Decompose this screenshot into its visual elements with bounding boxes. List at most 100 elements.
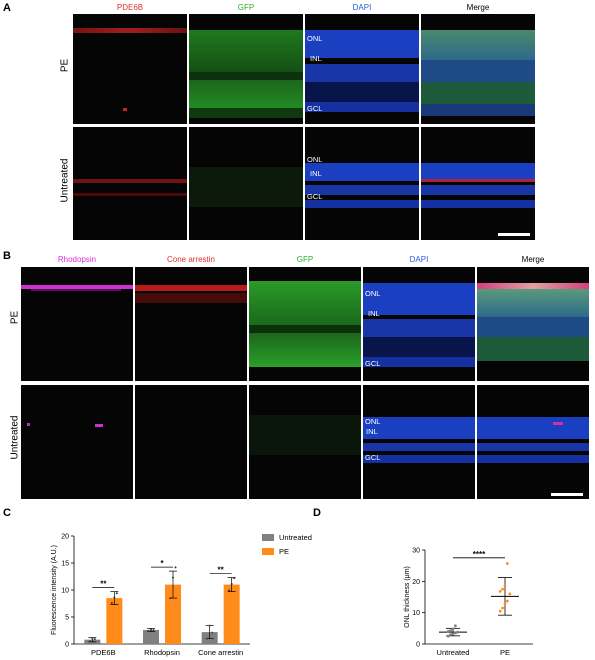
x-tick-label: PE	[500, 648, 510, 657]
y-axis-label: Fluorescence intensity (A.U.)	[51, 545, 58, 635]
data-point	[211, 631, 214, 634]
image-dapi-pe: ONL INL GCL	[305, 14, 419, 124]
layer-gcl: GCL	[307, 104, 323, 113]
row-label-untreated: Untreated	[9, 415, 21, 460]
layer-onl: ONL	[365, 417, 381, 426]
data-point	[456, 630, 460, 634]
image-cone-arrestin-pe	[135, 267, 247, 381]
data-point	[147, 630, 150, 633]
y-tick-label: 20	[412, 579, 420, 586]
image-dapi-untreated: ONL INL GCL	[305, 127, 419, 240]
data-point	[454, 631, 457, 635]
data-point	[115, 592, 118, 595]
data-point	[446, 634, 450, 638]
header-cone-arrestin: Cone arrestin	[166, 255, 216, 264]
header-gfp: GFP	[296, 255, 314, 264]
data-point	[498, 589, 502, 593]
data-point	[449, 629, 452, 632]
data-point	[208, 624, 211, 627]
data-point	[498, 609, 502, 613]
y-tick-label: 5	[65, 615, 69, 622]
data-point	[451, 632, 455, 636]
image-pde6b-untreated	[73, 127, 187, 240]
data-point	[501, 587, 504, 591]
header-pde6b: PDE6B	[116, 3, 144, 12]
panel-label-a: A	[3, 2, 11, 14]
row-label-untreated: Untreated	[59, 158, 71, 203]
bar-pe	[106, 598, 123, 644]
significance-label: ****	[473, 550, 486, 559]
image-merge-pe	[421, 14, 535, 124]
header-dapi: DAPI	[352, 3, 372, 12]
data-point	[93, 638, 96, 641]
y-tick-label: 20	[61, 534, 69, 541]
layer-inl: INL	[310, 169, 322, 178]
header-merge: Merge	[466, 3, 490, 12]
image-cone-arrestin-untreated	[135, 385, 247, 499]
data-point	[152, 628, 155, 631]
row-label-pe: PE	[59, 58, 71, 73]
image-merge-pe	[477, 267, 589, 381]
data-point	[88, 640, 91, 643]
image-dapi-untreated: ONL INL GCL	[363, 385, 475, 499]
significance-label: *	[160, 559, 164, 568]
data-point	[110, 601, 113, 604]
image-gfp-pe	[249, 267, 361, 381]
image-dapi-pe: ONL INL GCL	[363, 267, 475, 381]
image-rhodopsin-pe	[21, 267, 133, 381]
header-rhodopsin: Rhodopsin	[57, 255, 97, 264]
data-point	[501, 606, 504, 610]
layer-onl: ONL	[307, 34, 323, 43]
layer-gcl: GCL	[365, 359, 381, 368]
x-tick-label: Cone arrestin	[198, 648, 243, 657]
x-tick-label: PDE6B	[91, 648, 116, 657]
dot-plot-onl-thickness: 0 10 20 30 ONL thickness (μm) Untreated PE ****	[404, 548, 533, 657]
image-rhodopsin-untreated	[21, 385, 133, 499]
image-merge-untreated	[421, 127, 535, 240]
image-pde6b-pe	[73, 14, 187, 124]
significance-label: **	[100, 580, 107, 589]
data-point	[174, 566, 177, 569]
y-tick-label: 30	[412, 548, 420, 555]
image-merge-untreated	[477, 385, 589, 499]
data-point	[230, 583, 233, 586]
data-point	[451, 627, 455, 631]
bar-pe	[165, 584, 181, 644]
data-point	[233, 577, 236, 580]
data-point	[503, 584, 507, 588]
legend-swatch-untreated	[262, 534, 274, 541]
y-tick-label: 0	[416, 642, 420, 649]
data-point	[169, 597, 172, 600]
scale-bar	[498, 233, 530, 236]
image-gfp-untreated	[189, 127, 303, 240]
data-point	[454, 624, 457, 628]
data-point	[228, 589, 231, 592]
layer-gcl: GCL	[307, 192, 323, 201]
data-point	[503, 602, 507, 606]
x-tick-label: Untreated	[437, 648, 470, 657]
panel-label-b: B	[3, 250, 11, 262]
y-tick-label: 10	[412, 610, 420, 617]
panel-label-c: C	[3, 507, 11, 519]
significance-label: **	[218, 566, 225, 575]
scale-bar	[551, 493, 583, 496]
layer-onl: ONL	[307, 155, 323, 164]
layer-inl: INL	[368, 309, 380, 318]
data-point	[506, 562, 509, 565]
y-tick-label: 15	[61, 561, 69, 568]
legend-swatch-pe	[262, 548, 274, 555]
layer-inl: INL	[366, 427, 378, 436]
bar-pe	[223, 584, 240, 644]
data-point	[150, 628, 152, 631]
data-point	[91, 637, 94, 640]
data-point	[508, 592, 512, 596]
data-point	[113, 596, 116, 599]
y-tick-label: 10	[61, 588, 69, 595]
data-point	[506, 599, 509, 603]
image-gfp-pe	[189, 14, 303, 124]
y-tick-label: 0	[65, 642, 69, 649]
x-tick-label: Rhodopsin	[144, 648, 180, 657]
bar-untreated	[143, 629, 159, 644]
legend-label: Untreated	[279, 533, 312, 542]
